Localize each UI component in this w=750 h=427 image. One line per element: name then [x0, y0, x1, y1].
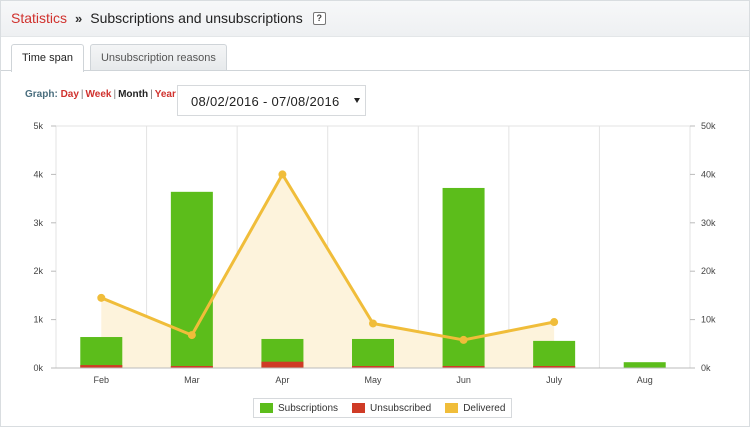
y-right-tick-label: 0k — [701, 363, 711, 373]
legend-label: Delivered — [463, 402, 506, 414]
x-tick-label: Jun — [456, 375, 471, 385]
legend-swatch-subscriptions — [260, 403, 273, 413]
graph-granularity-nav: Graph: Day | Week | Month | Year — [25, 89, 176, 100]
legend-item-unsubscribed[interactable]: Unsubscribed — [352, 403, 431, 414]
delivered-point — [550, 318, 559, 327]
y-right-tick-label: 50k — [701, 121, 716, 131]
help-icon[interactable]: ? — [312, 11, 326, 25]
bar-subscriptions — [533, 340, 576, 368]
graph-option-week[interactable]: Week — [85, 89, 112, 100]
y-left-tick-label: 4k — [33, 169, 43, 179]
legend-swatch-delivered — [445, 403, 459, 413]
bar-subscriptions — [170, 191, 213, 368]
x-tick-label: May — [364, 375, 382, 385]
bar-unsubscribed — [533, 366, 576, 368]
x-tick-label: July — [546, 375, 563, 385]
tab-bar: Time span Unsubscription reasons — [11, 44, 227, 72]
bar-unsubscribed — [261, 361, 304, 368]
delivered-area — [101, 174, 555, 368]
graph-separator: | — [113, 89, 117, 100]
y-right-tick-label: 10k — [701, 315, 716, 325]
delivered-line — [97, 170, 559, 344]
tab-unsubscription-reasons[interactable]: Unsubscription reasons — [89, 44, 227, 71]
legend-item-delivered[interactable]: Delivered — [445, 403, 505, 414]
delivered-point — [97, 293, 106, 302]
graph-option-day[interactable]: Day — [60, 89, 79, 100]
legend-item-subscriptions[interactable]: Subscriptions — [260, 403, 338, 414]
delivered-point — [369, 319, 377, 328]
date-range-select[interactable]: 08/02/2016 - 07/08/2016 — [177, 85, 366, 116]
delivered-point — [187, 331, 196, 340]
bar-subscriptions — [80, 337, 123, 368]
delivered-point — [278, 170, 287, 179]
graph-separator: | — [80, 89, 84, 100]
y-left-tick-label: 2k — [33, 266, 43, 276]
legend-swatch-unsubscribed — [352, 403, 366, 413]
graph-label: Graph: — [25, 89, 58, 100]
page-header: Statistics » Subscriptions and unsubscri… — [1, 1, 749, 37]
y-left-tick-label: 0k — [33, 363, 43, 373]
y-right-tick-label: 40k — [701, 169, 716, 179]
delivered-line-path — [100, 172, 555, 342]
bar-subscriptions — [352, 338, 394, 368]
breadcrumb: Statistics » Subscriptions and unsubscri… — [11, 10, 326, 26]
y-left-tick-label: 3k — [33, 218, 43, 228]
tab-divider — [1, 70, 749, 71]
graph-option-year[interactable]: Year — [154, 89, 176, 100]
x-tick-label: Mar — [184, 375, 200, 385]
chart-legend: Subscriptions Unsubscribed Delivered — [253, 398, 513, 418]
chart-axes: 0k 1k 2k 3k 4k 5k 0k 10k 20k 30k 40k 50k Feb Mar Apr Ma… — [33, 121, 716, 385]
tab-time-span[interactable]: Time span — [11, 44, 84, 72]
bar-unsubscribed — [170, 366, 213, 368]
date-range-value: 08/02/2016 - 07/08/2016 — [191, 94, 340, 109]
breadcrumb-statistics-link[interactable]: Statistics — [11, 10, 68, 26]
bar-subscriptions — [623, 362, 666, 368]
delivered-area-fill — [101, 174, 555, 368]
x-tick-label: Apr — [275, 375, 289, 385]
legend-label: Unsubscribed — [370, 402, 432, 414]
bar-unsubscribed — [352, 366, 394, 368]
legend-label: Subscriptions — [278, 402, 339, 414]
bar-unsubscribed — [442, 366, 485, 368]
graph-option-month[interactable]: Month — [118, 89, 149, 100]
breadcrumb-separator: » — [75, 10, 83, 26]
y-left-tick-label: 1k — [33, 315, 43, 325]
delivered-point — [459, 335, 468, 344]
y-left-tick-label: 5k — [33, 121, 43, 131]
x-tick-label: Aug — [637, 375, 653, 385]
page-title: Subscriptions and unsubscriptions — [90, 10, 303, 26]
y-right-tick-label: 20k — [701, 266, 716, 276]
chevron-down-icon[interactable] — [354, 98, 360, 103]
graph-separator: | — [150, 89, 153, 100]
y-right-tick-label: 30k — [701, 218, 716, 228]
bar-unsubscribed — [80, 365, 123, 368]
x-tick-label: Feb — [94, 375, 110, 385]
